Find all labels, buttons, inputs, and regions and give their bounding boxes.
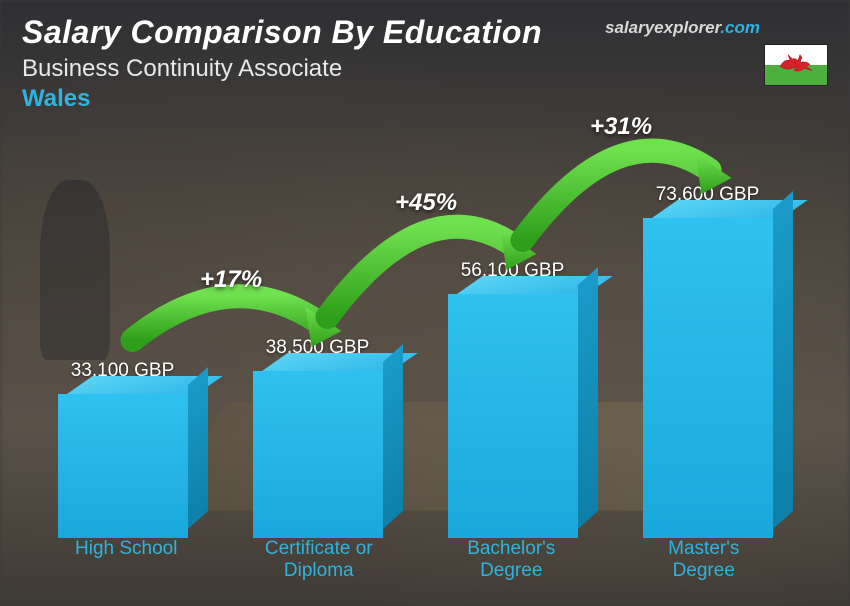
header: Salary Comparison By Education Business … [22,14,828,113]
bars-container: 33,100 GBP38,500 GBP56,100 GBP73,600 GBP [30,120,800,538]
page-title: Salary Comparison By Education [22,14,828,51]
bar-0: 33,100 GBP [30,360,215,538]
x-label-2: Bachelor'sDegree [415,538,608,586]
bar-3d [448,294,578,538]
bar-1: 38,500 GBP [225,337,410,538]
x-label-3: Master'sDegree [608,538,801,586]
x-label-1: Certificate orDiploma [223,538,416,586]
x-axis-labels: High SchoolCertificate orDiplomaBachelor… [30,538,800,586]
bar-3d [253,371,383,538]
bar-3: 73,600 GBP [615,184,800,538]
bar-3d [58,394,188,538]
x-label-0: High School [30,538,223,586]
page-region: Wales [22,85,828,113]
salary-bar-chart: 33,100 GBP38,500 GBP56,100 GBP73,600 GBP… [30,120,800,586]
page-subtitle: Business Continuity Associate [22,55,828,83]
bar-2: 56,100 GBP [420,260,605,538]
bar-3d [643,218,773,538]
